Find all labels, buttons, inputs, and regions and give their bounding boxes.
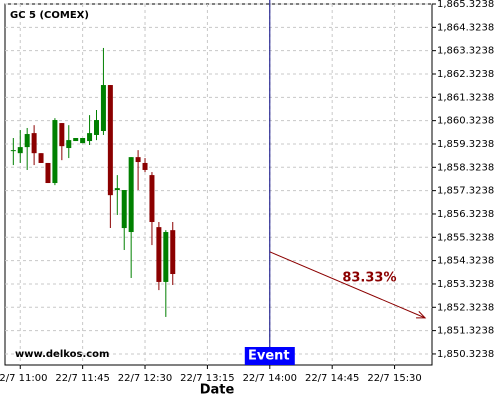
candle-body — [121, 190, 127, 229]
x-tick-label: 22/7 11:45 — [55, 373, 109, 384]
candle-body — [73, 138, 79, 142]
x-tick-label: 22/7 12:30 — [118, 373, 172, 384]
y-tick-label: 1,863.3238 — [437, 46, 494, 57]
arrow-head — [416, 311, 427, 319]
y-tick-label: 1,862.3238 — [437, 69, 494, 80]
candle-body — [52, 120, 58, 184]
y-tick-label: 1,859.3238 — [437, 139, 494, 150]
candle-body — [24, 134, 30, 148]
candle-body — [94, 120, 99, 135]
watermark: www.delkos.com — [15, 349, 109, 360]
y-tick-label: 1,864.3238 — [437, 22, 494, 33]
y-tick-label: 1,852.3238 — [437, 302, 494, 313]
y-tick-label: 1,857.3238 — [437, 186, 494, 197]
candle-body — [100, 85, 106, 132]
candle-body — [31, 133, 37, 154]
candle-body — [59, 123, 65, 147]
candle-body — [45, 162, 51, 184]
y-tick-label: 1,860.3238 — [437, 116, 494, 127]
candle-body — [17, 147, 23, 154]
candle-body — [163, 232, 169, 282]
candle-body — [80, 138, 86, 144]
candle-body — [66, 140, 72, 149]
projection-label: 83.33% — [342, 270, 396, 285]
candle-body — [135, 157, 141, 163]
x-tick-label: 22/7 13:15 — [180, 373, 234, 384]
x-tick-label: 22/7 15:30 — [367, 373, 421, 384]
y-tick-label: 1,858.3238 — [437, 162, 494, 173]
projection-arrow — [269, 251, 426, 319]
y-tick-label: 1,851.3238 — [437, 326, 494, 337]
y-tick-label: 1,855.3238 — [437, 232, 494, 243]
chart-title: GC 5 (COMEX) — [10, 10, 89, 21]
y-tick-label: 1,861.3238 — [437, 92, 494, 103]
candle-body — [38, 153, 44, 163]
y-tick-label: 1,853.3238 — [437, 279, 494, 290]
y-tick-label: 1,856.3238 — [437, 209, 494, 220]
y-tick-label: 1,865.3238 — [437, 0, 494, 10]
candle-body — [10, 150, 16, 152]
x-axis-title: Date — [200, 383, 235, 398]
candle-body — [107, 85, 113, 196]
candle-body — [87, 133, 93, 142]
candle-body — [170, 230, 176, 275]
event-box — [244, 347, 295, 365]
candle-body — [149, 175, 155, 222]
y-tick-label: 1,854.3238 — [437, 256, 494, 267]
x-tick-label: 22/7 14:00 — [243, 373, 297, 384]
plot-area — [4, 3, 433, 366]
candle-body — [114, 188, 120, 191]
y-tick-label: 1,850.3238 — [437, 349, 494, 360]
candle-body — [156, 227, 162, 282]
x-tick-label: 22/7 14:45 — [305, 373, 359, 384]
candle-body — [142, 162, 148, 170]
event-label: Event — [248, 349, 290, 364]
marks — [10, 47, 176, 317]
x-tick-label: 22/7 11:00 — [0, 373, 47, 384]
candle-body — [128, 157, 134, 233]
